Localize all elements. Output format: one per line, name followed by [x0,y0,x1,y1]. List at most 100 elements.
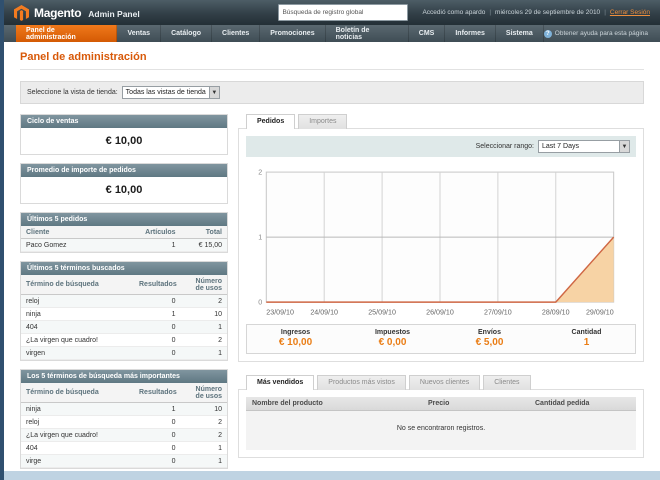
dashboard: Ciclo de ventas € 10,00 Promedio de import… [20,114,644,469]
svg-text:1: 1 [258,234,262,242]
nav-item-panel-de-administracion[interactable]: Panel de administración [16,25,118,42]
report-table: Cliente Artículos Total Paco Gomez 1 € 15,00 [21,226,227,252]
stat-label: Envíos [478,329,501,337]
nav-item-cms[interactable]: CMS [409,25,446,42]
table-row: 404 0 1 [21,441,227,455]
empty-message: No se encontraron registros. [246,410,636,451]
cell: 1 [180,346,227,360]
table-row: virgen 0 1 [21,346,227,360]
chevron-down-icon: ▼ [208,87,219,98]
chart-panel: Seleccionar rango: Last 7 Days ▼ 23/09/1… [238,128,644,363]
table-row: reloj 0 2 [21,415,227,429]
cell: 1 [134,307,181,321]
logout-link[interactable]: Cerrar Sesión [609,9,650,16]
tab-nuevos-clientes[interactable]: Nuevos clientes [408,375,481,391]
cell: 1 [180,441,227,455]
cell: 0 [134,441,181,455]
tab-productos-mas-vistos[interactable]: Productos más vistos [317,375,406,391]
cell: reloj [21,415,134,429]
window-bottom-edge [0,471,660,480]
nav-item-catalogo[interactable]: Catálogo [161,25,213,42]
tab-pedidos[interactable]: Pedidos [246,114,296,129]
table-row: Paco Gomez 1 € 15,00 [21,238,227,252]
logged-in-as-text: Accedió como apardo [422,9,486,16]
stats-bar: Ingresos € 10,00 Impuestos € 0,00 Envíos € 5,… [246,324,636,355]
column-header-total: Total [180,226,227,239]
cell: 0 [134,294,181,308]
cell: 0 [134,454,181,468]
svg-text:0: 0 [258,299,262,307]
bottom-tabs: Más vendidos Productos más vistos Nuevos c… [238,375,644,391]
nav-item-promociones[interactable]: Promociones [260,25,326,42]
column-header-termino-de-busqueda: Término de búsqueda [21,383,134,403]
cell: 404 [21,441,134,455]
svg-text:29/09/10: 29/09/10 [586,308,614,316]
store-view-bar: Seleccione la vista de tienda: Todas las… [20,81,644,104]
card-title: Últimos 5 términos buscados [21,262,227,275]
products-table: Nombre del producto Precio Cantidad pedida… [246,397,636,451]
stat-cantidad: Cantidad 1 [538,329,635,348]
range-select[interactable]: Last 7 Days ▼ [538,140,630,153]
magento-logo-icon [14,4,29,21]
cell: 10 [180,307,227,321]
nav-menu: Panel de administración Ventas Catálogo Cli… [16,25,544,42]
report-card-ultimos-5-pedidos: Últimos 5 pedidos Cliente Artículos Total Pa… [20,212,228,253]
range-bar: Seleccionar rango: Last 7 Days ▼ [246,136,636,157]
nav-item-sistema[interactable]: Sistema [496,25,544,42]
table-row: reloj 0 2 [21,294,227,308]
stat-label: Ingresos [280,329,311,337]
report-card-ultimos-5-terminos-buscados: Últimos 5 términos buscados Término de bú… [20,261,228,361]
stat-label: Cantidad [571,329,602,337]
column-header-numero-de-usos: Número de usos [180,275,227,295]
cell: ninja [21,402,134,416]
window-left-edge [0,0,4,480]
table-header-row: Cliente Artículos Total [21,226,227,239]
table-row: ninja 1 10 [21,402,227,416]
card-title: Los 5 términos de búsqueda más important… [21,370,227,383]
stat-ingresos: Ingresos € 10,00 [247,329,344,348]
store-view-selected-value: Todas las vistas de tienda [125,89,206,96]
table-row: ¿La virgen que cuadro! 0 2 [21,333,227,347]
cell: 0 [134,333,181,347]
stat-value: 1 [583,337,590,349]
column-header-resultados: Resultados [134,275,181,295]
cell: virgen [21,346,134,360]
global-search-input[interactable] [278,4,409,21]
table-row: 404 0 1 [21,320,227,334]
nav-item-boletin-de-noticias[interactable]: Boletín de noticias [326,25,409,42]
tab-importes[interactable]: Importes [298,114,348,129]
card-title: Ciclo de ventas [21,115,227,128]
table-row: ninja 1 10 [21,307,227,321]
svg-text:28/09/10: 28/09/10 [542,308,570,316]
svg-text:27/09/10: 27/09/10 [484,308,512,316]
svg-text:23/09/10: 23/09/10 [266,308,294,316]
cell: 0 [134,415,181,429]
help-link[interactable]: ? Obtener ayuda para esta página [543,25,660,42]
separator: | [489,9,492,16]
cell: 2 [180,294,227,308]
header-bar: Magento Admin Panel Accedió como apardo … [4,0,660,25]
svg-text:26/09/10: 26/09/10 [426,308,454,316]
table-row: ¿La virgen que cuadro! 0 2 [21,428,227,442]
cell: 1 [134,238,181,252]
cell: ninja [21,307,134,321]
tab-mas-vendidos[interactable]: Más vendidos [246,375,315,391]
cell: 2 [180,415,227,429]
cell: 0 [134,428,181,442]
cell: 1 [180,454,227,468]
stat-value: € 10,00 [278,337,313,349]
cell: 404 [21,320,134,334]
nav-item-informes[interactable]: Informes [445,25,496,42]
cell: 2 [180,428,227,442]
stat-label: Impuestos [374,329,410,337]
svg-text:2: 2 [258,169,262,177]
tab-clientes[interactable]: Clientes [483,375,531,391]
column-header-cantidad-pedida: Cantidad pedida [529,397,636,412]
nav-item-clientes[interactable]: Clientes [212,25,261,42]
store-view-select[interactable]: Todas las vistas de tienda ▼ [121,86,220,99]
cell: Paco Gomez [21,238,134,252]
card-value: € 10,00 [105,184,143,196]
nav-item-ventas[interactable]: Ventas [117,25,162,42]
magento-logo: Magento Admin Panel [14,4,140,21]
